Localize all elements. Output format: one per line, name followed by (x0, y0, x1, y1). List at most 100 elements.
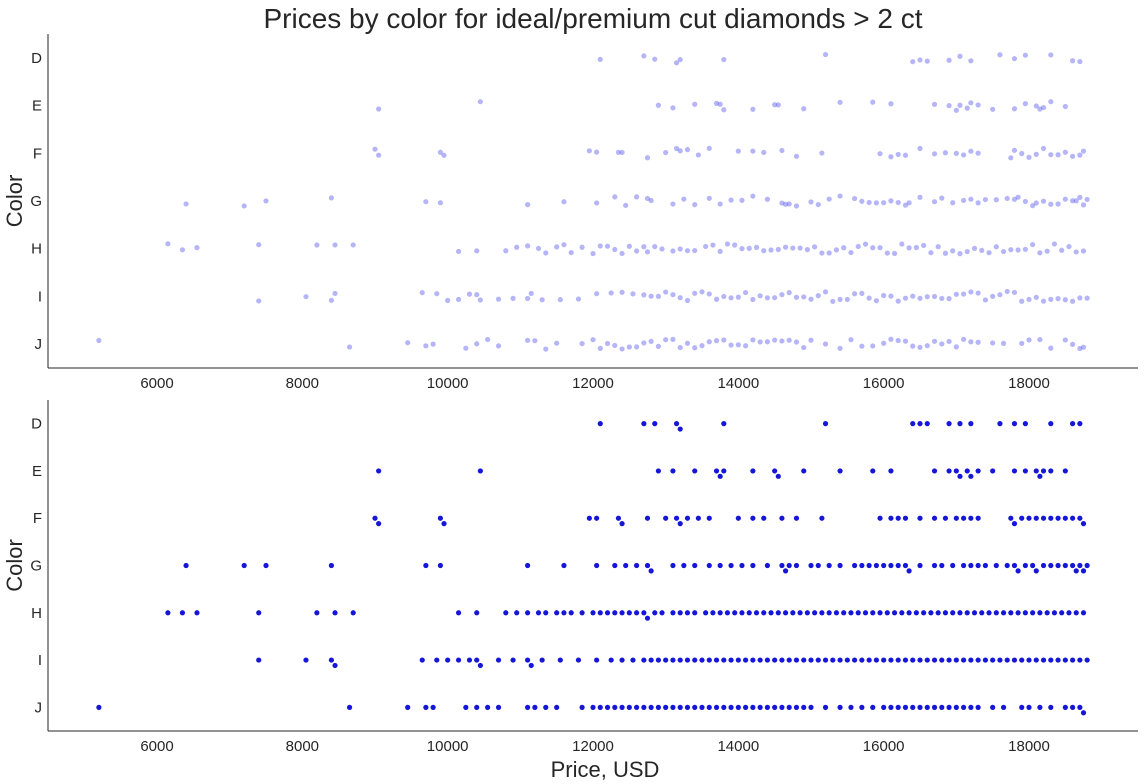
y-axis-title: Color (2, 175, 27, 228)
strip-point-G-31 (852, 195, 858, 202)
strip-point-G-27 (808, 199, 814, 205)
swarm-point-J-6 (474, 704, 480, 710)
strip-point-G-7 (561, 199, 567, 205)
strip-point-G-20 (739, 197, 745, 203)
x-tick-label-10000: 10000 (427, 375, 469, 392)
swarm-point-H-40 (753, 610, 760, 616)
chart-title: Prices by color for ideal/premium cut di… (263, 3, 922, 34)
swarm-point-J-69 (1048, 704, 1054, 710)
strip-point-H-46 (797, 245, 803, 251)
strip-point-I-4 (419, 290, 425, 296)
swarm-point-G-19 (728, 562, 734, 569)
swarm-point-J-3 (423, 704, 429, 710)
strip-point-G-33 (866, 199, 872, 206)
swarm-point-H-29 (670, 610, 676, 616)
swarm-point-J-26 (677, 704, 683, 710)
swarm-point-G-48 (993, 562, 999, 569)
x-tick-label-6000: 6000 (140, 738, 173, 755)
swarm-point-J-57 (931, 704, 938, 710)
x-tick-label-8000: 8000 (286, 375, 319, 392)
swarm-point-I-25 (663, 657, 669, 663)
strip-point-H-7 (455, 248, 462, 255)
swarm-point-F-35 (1026, 515, 1032, 521)
swarm-point-H-79 (1037, 610, 1043, 616)
strip-point-I-50 (844, 296, 850, 303)
swarm-point-I-37 (750, 657, 756, 663)
swarm-point-G-26 (793, 562, 800, 569)
strip-point-I-46 (815, 293, 821, 299)
swarm-point-G-18 (717, 562, 723, 569)
swarm-point-E-28 (1048, 468, 1054, 474)
y-tick-label-E: E (32, 463, 42, 480)
swarm-point-J-46 (837, 704, 843, 710)
strip-point-H-56 (870, 245, 876, 251)
strip-point-G-23 (779, 200, 785, 206)
strip-point-I-82 (1077, 295, 1083, 301)
swarm-point-J-13 (579, 704, 585, 710)
swarm-point-D-12 (968, 421, 974, 427)
swarm-point-H-22 (619, 610, 625, 616)
swarm-point-I-7 (455, 657, 462, 663)
swarm-point-G-6 (525, 562, 531, 569)
swarm-point-I-75 (1026, 657, 1032, 663)
y-tick-label-J: J (35, 336, 43, 353)
strip-point-H-4 (314, 242, 320, 248)
strip-point-G-3 (328, 195, 334, 201)
strip-point-J-10 (532, 338, 538, 344)
swarm-point-G-31 (852, 562, 858, 569)
strip-point-I-76 (1033, 294, 1039, 300)
swarm-point-H-10 (514, 610, 520, 616)
swarm-point-E-13 (870, 468, 876, 474)
swarm-point-D-7 (910, 421, 916, 427)
strip-point-I-2 (328, 297, 334, 303)
swarm-point-H-46 (797, 610, 803, 616)
swarm-point-F-43 (1080, 521, 1087, 527)
strip-point-F-12 (684, 147, 691, 153)
strip-point-F-15 (735, 148, 741, 154)
swarm-point-J-31 (713, 704, 720, 710)
swarm-point-I-19 (608, 657, 614, 663)
strip-point-E-1 (477, 99, 483, 105)
swarm-point-F-13 (695, 515, 701, 521)
swarm-point-H-12 (535, 610, 542, 616)
strip-point-F-2 (437, 149, 443, 155)
x-tick-label-14000: 14000 (717, 375, 759, 392)
y-axis-title: Color (2, 539, 27, 592)
strip-point-I-71 (997, 292, 1003, 298)
swarm-point-H-45 (790, 610, 796, 616)
strip-point-D-6 (822, 51, 829, 58)
strip-point-G-34 (873, 200, 880, 206)
swarm-point-I-69 (982, 657, 989, 663)
swarm-point-G-40 (917, 562, 923, 569)
swarm-point-J-68 (1037, 704, 1043, 710)
strip-point-F-14 (706, 145, 712, 151)
swarm-point-J-9 (525, 704, 531, 710)
strip-point-I-75 (1026, 296, 1032, 303)
x-tick-label-14000: 14000 (717, 738, 759, 755)
swarm-point-I-28 (684, 657, 691, 663)
swarm-point-J-11 (543, 704, 549, 710)
x-tick-label-16000: 16000 (863, 375, 905, 392)
strip-point-G-61 (1077, 194, 1083, 200)
swarm-point-G-63 (1084, 562, 1090, 569)
swarm-point-J-7 (485, 704, 491, 710)
swarm-point-G-60 (1073, 568, 1079, 574)
swarm-point-E-10 (775, 473, 781, 479)
swarm-point-I-27 (677, 657, 683, 663)
strip-point-J-49 (870, 343, 876, 349)
swarm-point-I-3 (332, 662, 338, 669)
swarm-point-D-15 (1022, 421, 1028, 427)
swarm-point-F-12 (684, 515, 691, 521)
swarm-point-J-59 (946, 704, 952, 710)
swarm-point-E-9 (772, 468, 778, 474)
strip-point-D-15 (1022, 52, 1028, 58)
swarm-point-J-12 (554, 704, 560, 710)
swarm-point-J-73 (1080, 710, 1087, 716)
swarm-point-I-34 (728, 657, 734, 663)
swarm-point-H-35 (717, 610, 723, 616)
strip-point-H-38 (739, 246, 745, 252)
strip-point-J-15 (597, 345, 603, 351)
swarm-point-I-50 (844, 657, 850, 663)
swarm-point-G-14 (670, 562, 676, 569)
strip-point-E-25 (1033, 103, 1039, 109)
